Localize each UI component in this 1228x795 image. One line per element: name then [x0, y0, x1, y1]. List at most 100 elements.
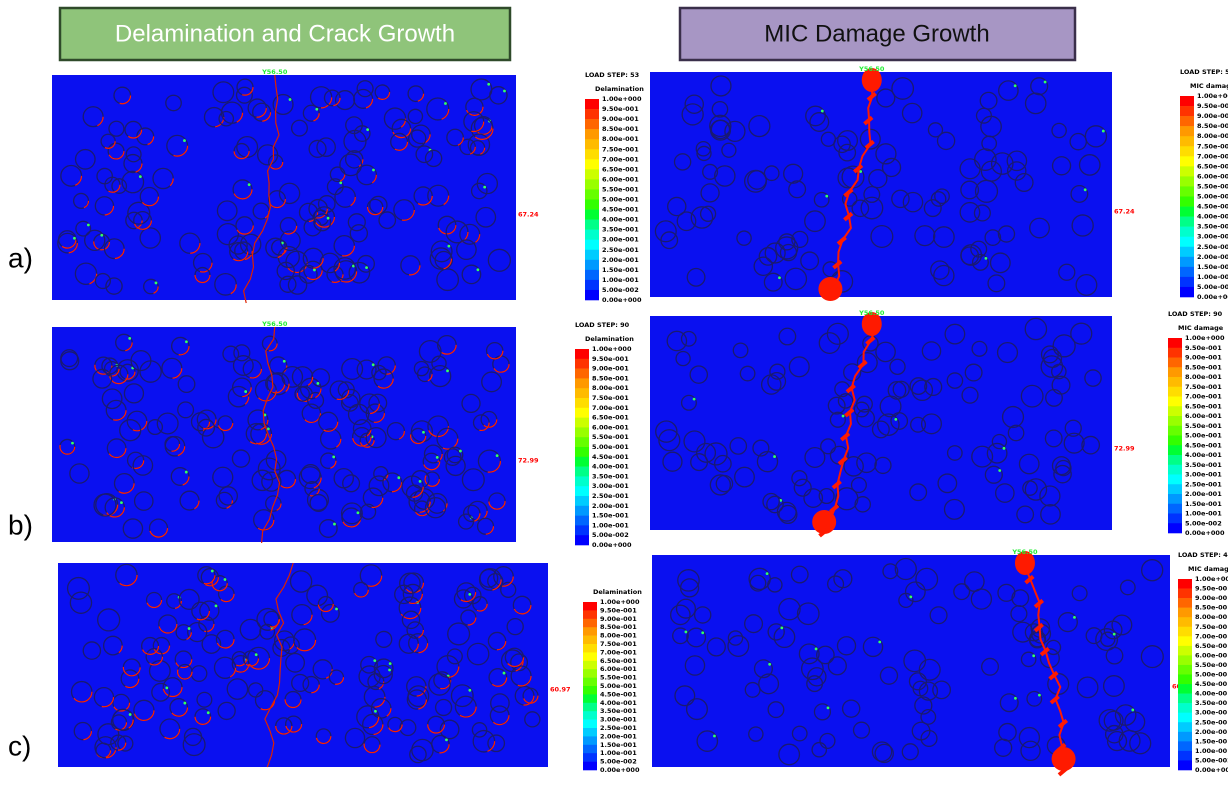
fibre: [875, 341, 896, 363]
fibre: [1020, 740, 1041, 762]
fibre: [461, 468, 485, 492]
fibre: [434, 698, 453, 717]
fibre: [1055, 459, 1072, 477]
legend-swatch: [575, 447, 589, 458]
crack-arc: [456, 582, 477, 603]
legend-tick: 4.00e-001: [1195, 690, 1228, 698]
crack-arc: [427, 415, 450, 438]
damage-spot: [503, 89, 506, 93]
damage-zone: [866, 91, 877, 102]
crack-arc: [263, 610, 281, 628]
legend-swatch: [1168, 445, 1182, 456]
fibre: [247, 682, 264, 698]
crack-arc: [285, 250, 308, 274]
fibre: [669, 604, 691, 626]
fibre: [970, 240, 988, 258]
fibre: [686, 267, 706, 287]
crack-arc: [334, 186, 356, 208]
damage-spot: [878, 640, 882, 644]
legend-tick: 1.00e-001: [602, 276, 639, 284]
crack-arc: [93, 687, 115, 708]
legend-swatch: [1180, 256, 1194, 268]
fibre: [929, 606, 948, 625]
fibre: [915, 567, 939, 591]
fibre: [368, 475, 390, 497]
coord-label: 67.24: [1114, 208, 1135, 216]
fibre: [1030, 77, 1049, 96]
crack-arc: [229, 242, 249, 262]
crack-arc: [398, 633, 419, 654]
damage-spot: [713, 734, 716, 738]
fibre: [218, 110, 235, 127]
crack-arc: [319, 428, 342, 450]
crack-arc: [353, 581, 369, 598]
legend-tick: 4.00e-001: [1197, 213, 1228, 221]
crack-arc: [107, 142, 125, 160]
legend-swatch: [1180, 236, 1194, 248]
legend-swatch: [1178, 636, 1192, 647]
damage-spot: [73, 236, 76, 240]
legend-tick: 4.50e-001: [1195, 680, 1228, 688]
crack-arc: [220, 101, 244, 124]
fibre: [1051, 156, 1072, 176]
damage-spot: [825, 194, 829, 198]
fibre: [658, 429, 681, 452]
fibre: [471, 722, 488, 738]
fibre: [289, 570, 313, 593]
fibre: [1006, 150, 1028, 172]
legend-tick: 5.00e-001: [1197, 193, 1228, 201]
fibre: [342, 474, 361, 493]
fibre: [82, 641, 102, 660]
crack-arc: [302, 104, 320, 122]
fibre: [959, 158, 981, 180]
legend-tick: 5.50e-001: [1197, 182, 1228, 190]
crack-arc: [334, 260, 358, 283]
legend-tick: 7.00e-001: [1197, 152, 1228, 160]
legend-tick: 6.00e-001: [600, 665, 637, 673]
crack-arc: [302, 247, 324, 269]
fibre: [1084, 369, 1102, 387]
fibre: [778, 233, 796, 251]
crack-arc: [512, 595, 532, 615]
crack-arc: [377, 356, 396, 375]
fibre: [971, 340, 988, 357]
fibre: [971, 445, 994, 468]
coord-label: Y56.50: [261, 68, 288, 76]
damage-zone: [857, 359, 868, 370]
fibre: [971, 253, 989, 271]
legend-swatch: [1168, 503, 1182, 514]
legend-tick: 4.50e-001: [602, 206, 639, 214]
fibre: [804, 210, 826, 233]
fibre: [854, 496, 871, 513]
legend-tick: 8.00e-001: [1185, 373, 1222, 381]
fibre: [827, 396, 846, 415]
fibre: [946, 445, 963, 461]
crack-arc: [454, 695, 477, 718]
fibre: [920, 709, 937, 725]
damage-spot: [468, 688, 472, 692]
fibre: [108, 120, 125, 137]
legend-tick: 2.50e-001: [1185, 480, 1222, 488]
crack-arc: [70, 680, 93, 703]
crack-arc: [143, 278, 159, 295]
legend-tick: 2.50e-001: [600, 724, 637, 732]
crack-arc: [383, 107, 407, 130]
fibre: [736, 230, 752, 246]
crack-arc: [386, 422, 406, 441]
crack-arc: [215, 629, 235, 649]
legend-tick: 1.00e+000: [1197, 92, 1228, 100]
crack-arc: [119, 363, 136, 380]
crack-arc: [247, 409, 269, 431]
crack-arc: [235, 216, 254, 235]
crack-arc: [476, 517, 495, 535]
damage-spot: [183, 701, 187, 705]
legend-swatch: [585, 219, 599, 230]
fibre: [222, 345, 240, 363]
fibre: [287, 275, 308, 295]
fibre: [856, 452, 877, 474]
fibre: [686, 627, 707, 648]
fibre: [673, 153, 692, 171]
fibre: [291, 673, 310, 693]
fibre: [784, 267, 808, 291]
fibre: [1081, 435, 1101, 455]
